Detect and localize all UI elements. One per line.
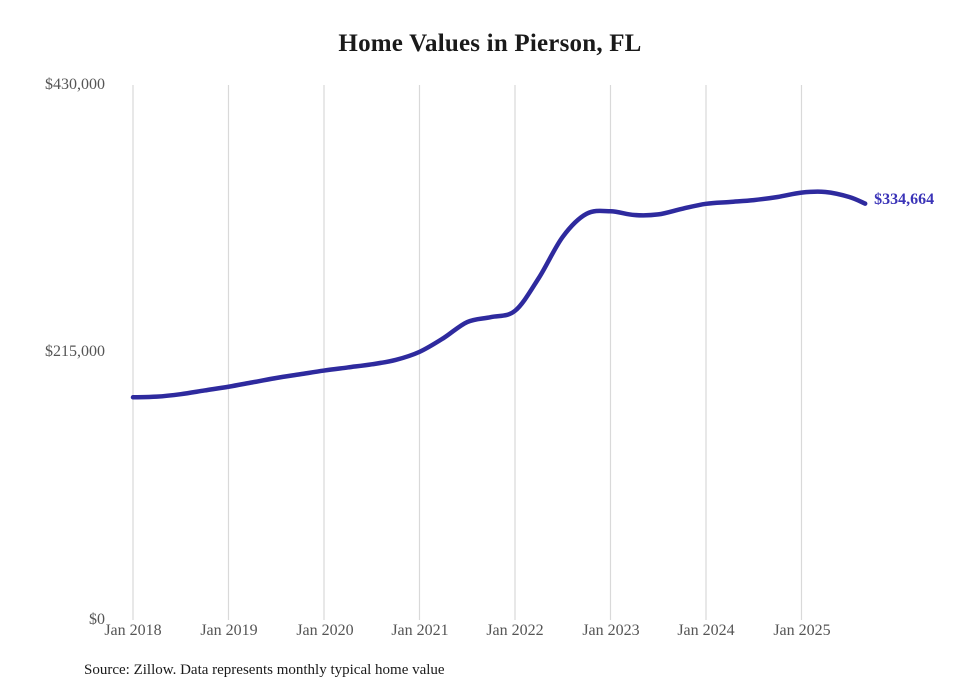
y-tick-label-top: $430,000: [45, 76, 105, 93]
x-tick-label-jan-2025: Jan 2025: [773, 622, 831, 639]
x-tick-label-jan-2020: Jan 2020: [296, 622, 354, 639]
x-gridlines: [132, 85, 803, 620]
value-line: [130, 189, 868, 400]
end-value-annotation: $334,664: [874, 190, 935, 208]
x-tick-label-jan-2018: Jan 2018: [104, 622, 162, 639]
page-title: Home Values in Pierson, FL: [338, 30, 642, 57]
x-tick-label-jan-2021: Jan 2021: [391, 622, 449, 639]
x-tick-label-jan-2024: Jan 2024: [677, 622, 735, 639]
y-tick-label-bottom: $0: [89, 611, 105, 628]
source-note: Source: Zillow. Data represents monthly …: [84, 662, 445, 678]
x-tick-label-jan-2022: Jan 2022: [486, 622, 544, 639]
x-tick-label-jan-2019: Jan 2019: [200, 622, 258, 639]
y-tick-label-middle: $215,000: [45, 343, 105, 360]
x-tick-label-jan-2023: Jan 2023: [582, 622, 640, 639]
